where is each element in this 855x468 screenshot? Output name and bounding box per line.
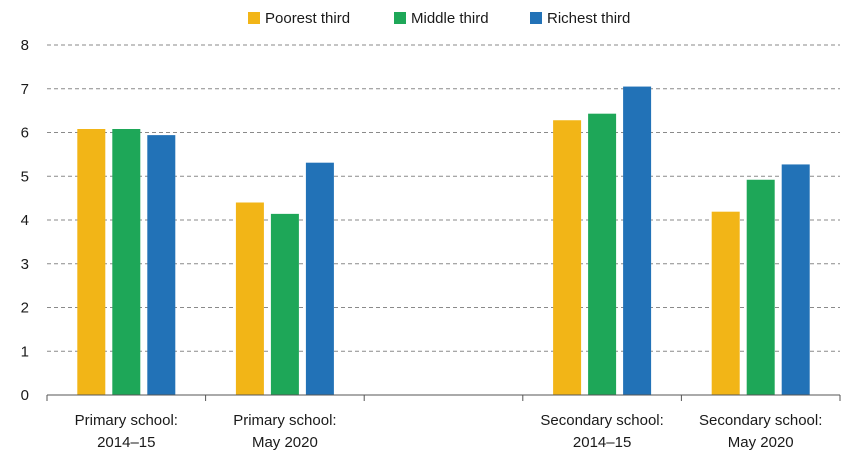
y-tick-label: 8 [21, 37, 29, 54]
x-category-label: May 2020 [728, 434, 794, 451]
bar-poorest-third [235, 202, 264, 395]
legend-label: Richest third [547, 10, 630, 27]
y-tick-label: 1 [21, 343, 29, 360]
legend-label: Poorest third [265, 10, 350, 27]
bar-richest-third [781, 164, 810, 395]
x-category-label: 2014–15 [573, 434, 631, 451]
legend-swatch [394, 12, 406, 24]
bar-richest-third [147, 135, 176, 395]
bar-poorest-third [553, 120, 582, 395]
y-axis-ticks: 0 1 2 3 4 5 6 7 8 [21, 37, 29, 404]
x-category-label: Secondary school: [540, 412, 663, 429]
bar-middle-third [112, 129, 141, 395]
bar-middle-third [746, 179, 775, 395]
y-tick-label: 6 [21, 125, 29, 142]
x-category-label: Primary school: [233, 412, 336, 429]
bar-poorest-third [711, 211, 740, 395]
legend-swatch [530, 12, 542, 24]
bar-poorest-third [77, 129, 106, 395]
y-tick-label: 3 [21, 256, 29, 273]
x-category-label: Primary school: [75, 412, 178, 429]
bars [77, 86, 810, 395]
legend-label: Middle third [411, 10, 489, 27]
x-category-label: May 2020 [252, 434, 318, 451]
y-tick-label: 5 [21, 168, 29, 185]
y-tick-label: 7 [21, 81, 29, 98]
bar-richest-third [623, 86, 652, 395]
bar-middle-third [588, 113, 617, 395]
y-tick-label: 2 [21, 300, 29, 317]
legend-swatch [248, 12, 260, 24]
y-tick-label: 0 [21, 387, 29, 404]
legend: Poorest third Middle third Richest third [248, 10, 630, 27]
x-category-label: 2014–15 [97, 434, 155, 451]
x-axis: Primary school: 2014–15 Primary school: May… [46, 394, 841, 451]
x-category-label: Secondary school: [699, 412, 822, 429]
gridlines [47, 44, 840, 352]
y-tick-label: 4 [21, 212, 29, 229]
bar-richest-third [305, 162, 334, 395]
bar-middle-third [270, 213, 299, 395]
